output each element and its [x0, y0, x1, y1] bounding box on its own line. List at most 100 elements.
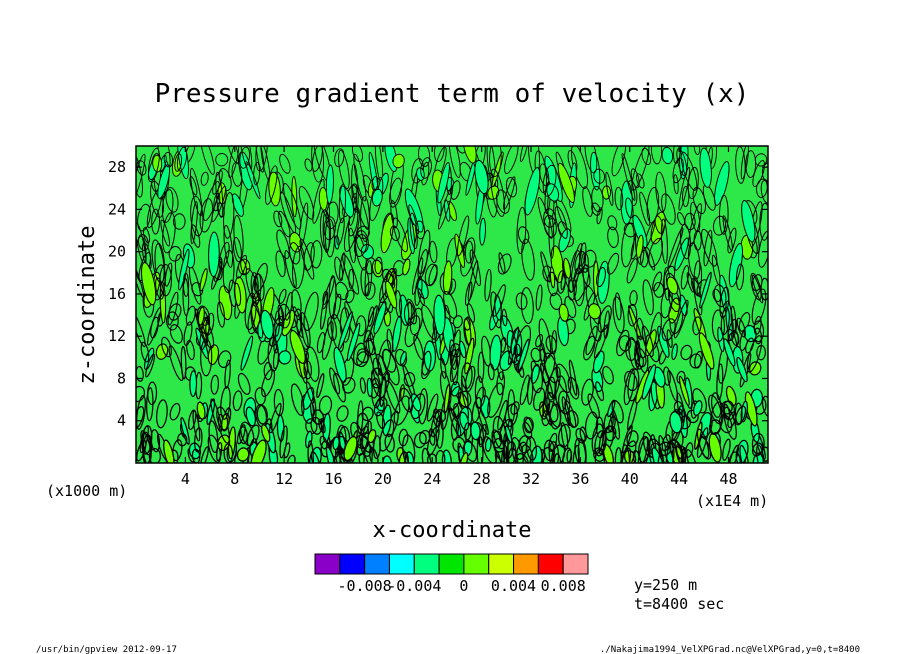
contour [210, 374, 220, 395]
contour [479, 217, 486, 246]
contour [172, 213, 186, 230]
contour [260, 424, 271, 443]
contour [601, 185, 612, 200]
contour [501, 308, 508, 327]
contour [487, 382, 504, 418]
contour [459, 340, 467, 359]
contour [307, 440, 314, 463]
contour [627, 303, 638, 327]
contour [459, 411, 470, 431]
contour [391, 315, 402, 352]
contour [745, 150, 757, 178]
contour [723, 338, 736, 367]
contour [389, 177, 403, 208]
contour [400, 387, 414, 413]
contour [484, 268, 492, 302]
contour [265, 165, 278, 205]
contour [682, 185, 690, 208]
contour [621, 222, 635, 268]
contour [678, 166, 691, 211]
contour [594, 430, 607, 457]
contour [674, 237, 689, 271]
x-tick-label: 48 [719, 470, 737, 488]
colorbar-swatch [513, 553, 539, 575]
contour [200, 338, 213, 377]
contour [614, 292, 622, 321]
contour [612, 296, 625, 334]
contour [539, 163, 550, 187]
contour [433, 294, 446, 336]
contour [299, 312, 311, 348]
annotation-y: y=250 m [634, 576, 697, 594]
plot-area [135, 145, 769, 464]
contour [338, 149, 350, 189]
contour [337, 311, 353, 351]
contour [303, 291, 319, 332]
x-tick-label: 28 [473, 470, 491, 488]
contour [348, 268, 355, 290]
contour [384, 433, 395, 453]
contour [603, 310, 610, 340]
contour [456, 146, 467, 154]
contour [761, 395, 768, 418]
contour [136, 394, 146, 430]
contour [661, 146, 674, 165]
colorbar-swatch [488, 553, 515, 575]
x-tick-label: 12 [275, 470, 293, 488]
contour [582, 267, 591, 287]
contour [567, 410, 579, 428]
contour [728, 242, 744, 288]
contour [186, 339, 195, 361]
y-tick-label: 8 [117, 369, 126, 387]
contour [710, 392, 722, 418]
contour [413, 334, 424, 360]
contour [169, 324, 183, 344]
contour [636, 173, 645, 189]
contour [693, 276, 703, 316]
contour [451, 349, 459, 386]
contour [554, 206, 568, 239]
contour [698, 332, 715, 370]
contour [392, 217, 408, 253]
contour [543, 439, 556, 462]
contour [237, 372, 251, 395]
contour [147, 381, 158, 406]
contour [320, 293, 328, 330]
contour [379, 419, 395, 452]
y-unit-label: (x1000 m) [46, 482, 127, 500]
contour [463, 318, 472, 346]
y-tick-labels: 4 8 12 16 20 24 28 [108, 158, 126, 430]
contour [236, 424, 246, 445]
contour [213, 192, 221, 212]
contour [415, 220, 426, 240]
contour [637, 435, 651, 463]
contour [238, 426, 248, 445]
contour [694, 421, 703, 450]
contour [325, 164, 334, 204]
contour [223, 192, 235, 239]
contour [150, 316, 159, 339]
contour [167, 291, 179, 326]
contour [548, 441, 560, 463]
contour [500, 444, 508, 463]
contour [759, 202, 768, 241]
contour [547, 271, 559, 297]
contour [611, 146, 627, 177]
contour [435, 415, 444, 449]
contour [216, 441, 223, 462]
contour [504, 403, 518, 427]
contour [694, 350, 703, 369]
colorbar-swatch [339, 553, 366, 575]
contour [545, 335, 557, 353]
contour [541, 410, 551, 427]
contour [417, 288, 425, 306]
contour [510, 401, 520, 415]
contour [382, 348, 400, 386]
contour [437, 186, 454, 230]
contour [449, 339, 458, 371]
contour [302, 386, 315, 410]
contour [641, 325, 654, 358]
contour [521, 238, 535, 281]
contour [461, 362, 473, 390]
